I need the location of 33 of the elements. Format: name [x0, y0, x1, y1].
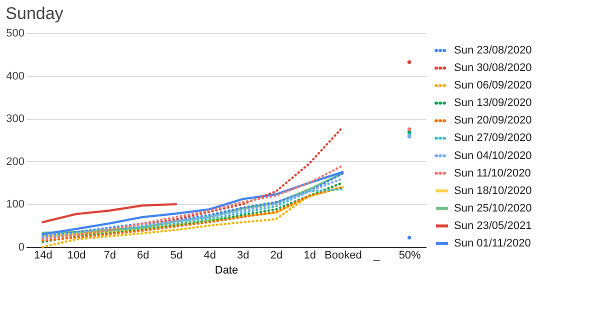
y-tick-label: 400	[6, 70, 24, 82]
legend-label: Sun 27/09/2020	[454, 132, 532, 144]
x-tick-label: 1d	[304, 250, 316, 262]
x-tick-label: 5d	[170, 250, 183, 262]
x-tick-label: 3d	[237, 250, 250, 262]
legend-label: Sun 11/10/2020	[454, 167, 531, 180]
y-tick-label: 100	[6, 198, 24, 211]
legend-label: Sun 23/08/2020	[454, 44, 532, 57]
line-series	[42, 203, 178, 224]
legend-label: Sun 01/11/2020	[454, 237, 531, 250]
x-tick-label: 2d	[270, 250, 283, 262]
legend-label: Sun 23/05/2021	[454, 220, 532, 232]
x-tick-label: 7d	[104, 250, 116, 262]
x-tick-label: 6d	[137, 250, 150, 262]
x-tick-label: 50%	[398, 250, 422, 262]
legend-label: Sun 25/10/2020	[454, 202, 532, 214]
legend-label: Sun 18/10/2020	[454, 184, 532, 197]
legend-label: Sun 04/10/2020	[454, 150, 532, 162]
y-tick-label: 500	[6, 28, 24, 40]
legend-label: Sun 06/09/2020	[454, 80, 532, 92]
y-tick-label: 0	[18, 242, 24, 254]
y-tick-label: 200	[6, 156, 24, 168]
x-tick-label: 14d	[34, 250, 52, 262]
x-tick-label: Booked	[324, 250, 362, 262]
x-tick-label: _	[372, 250, 380, 262]
legend-label: Sun 20/09/2020	[454, 114, 532, 127]
y-tick-label: 300	[6, 113, 24, 126]
x-tick-label: 10d	[67, 250, 86, 262]
x-tick-label: 4d	[204, 250, 216, 262]
x-axis-title: Date	[214, 264, 238, 276]
legend-label: Sun 13/09/2020	[454, 97, 532, 110]
legend-label: Sun 30/08/2020	[454, 62, 532, 74]
chart-title: Sunday	[6, 4, 64, 23]
